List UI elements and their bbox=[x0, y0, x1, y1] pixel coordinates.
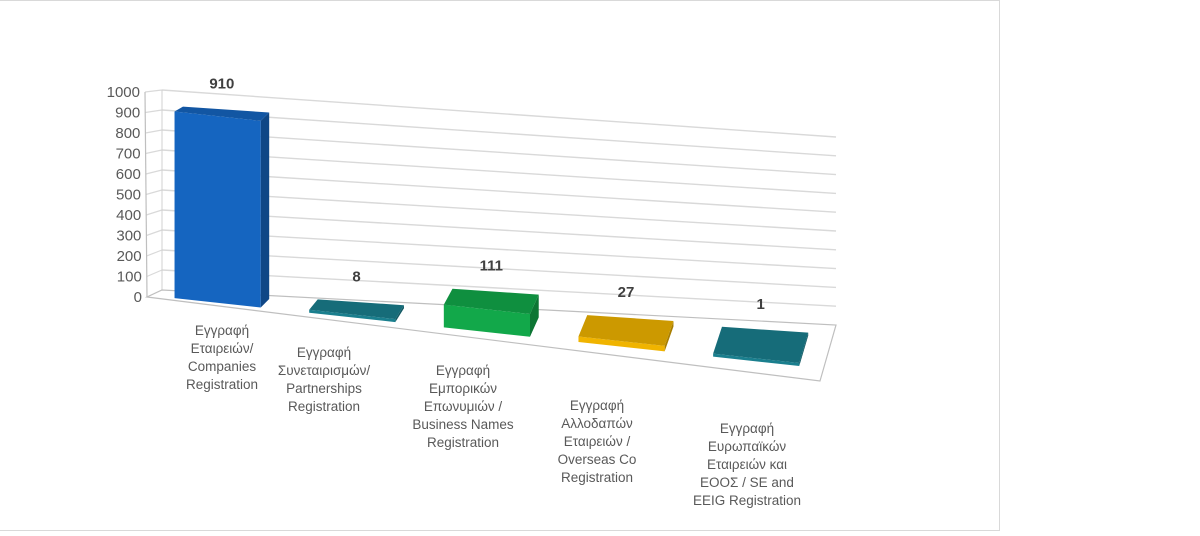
gridline-left bbox=[145, 169, 163, 175]
y-tick-label: 600 bbox=[116, 166, 141, 183]
bar-front-face bbox=[309, 309, 396, 323]
data-label: 1 bbox=[756, 296, 764, 313]
category-label: Εγγραφή Συνεταιρισμών/Partnerships Registr… bbox=[278, 345, 371, 414]
gridline-left bbox=[145, 149, 163, 155]
y-tick-label: 700 bbox=[116, 146, 141, 163]
gridline-left bbox=[146, 249, 163, 257]
data-label: 111 bbox=[480, 258, 503, 275]
y-tick-label: 500 bbox=[116, 187, 141, 204]
y-tick-label: 1000 bbox=[107, 84, 140, 101]
data-label: 910 bbox=[209, 76, 234, 93]
chart-frame bbox=[0, 0, 1000, 531]
bar-side-face bbox=[529, 294, 539, 337]
gridline-left bbox=[144, 89, 163, 93]
bar-top-face bbox=[309, 299, 404, 320]
category-label: Εγγραφή Ευρωπαϊκών Εταιρειών και ΕΟΟΣ / SE … bbox=[693, 421, 801, 508]
bar[interactable] bbox=[443, 288, 539, 337]
gridline-left bbox=[146, 209, 163, 216]
bar-side-face bbox=[664, 320, 674, 352]
data-labels: 910 8 111 27 1 bbox=[209, 76, 764, 313]
bar-front-face bbox=[174, 111, 261, 308]
y-tick-label: 300 bbox=[116, 228, 141, 245]
y-tick-label: 900 bbox=[115, 105, 140, 122]
gridline-back bbox=[161, 209, 837, 251]
gridline-back bbox=[161, 149, 837, 195]
x-axis-labels: Εγγραφή Εταιρειών/Companies Registration Εγ… bbox=[186, 323, 801, 508]
bar-top-face bbox=[174, 106, 270, 121]
y-tick-label: 0 bbox=[134, 289, 142, 306]
bar-front-face bbox=[578, 336, 665, 352]
gridline-back bbox=[161, 89, 837, 138]
y-tick-label: 100 bbox=[117, 269, 142, 286]
data-label: 8 bbox=[352, 268, 360, 285]
gridline-back bbox=[161, 229, 837, 270]
y-tick-label: 200 bbox=[117, 248, 142, 265]
y-tick-label: 400 bbox=[116, 207, 141, 224]
gridline-left bbox=[145, 189, 163, 196]
bar[interactable] bbox=[309, 299, 404, 323]
gridline-left bbox=[146, 269, 163, 278]
gridline-back bbox=[161, 189, 837, 232]
y-tick-label: 800 bbox=[115, 125, 140, 142]
y-axis-front-edge bbox=[144, 91, 148, 298]
bar-top-face bbox=[713, 326, 809, 364]
bars bbox=[174, 106, 809, 367]
bar-top-face bbox=[443, 288, 539, 315]
gridline-back bbox=[161, 129, 837, 176]
bar-front-face bbox=[713, 353, 800, 367]
bar-top-face bbox=[578, 315, 674, 346]
gridline-left bbox=[145, 129, 163, 134]
bar-front-face bbox=[443, 304, 530, 337]
category-label: Εγγραφή Εμπορικών Επωνυμιών / Business Name… bbox=[412, 363, 514, 450]
gridline-back bbox=[161, 249, 837, 289]
category-label: Εγγραφή Αλλοδαπών Εταιρειών / Overseas Co Re… bbox=[558, 398, 637, 485]
bar[interactable] bbox=[174, 106, 270, 308]
data-label: 27 bbox=[618, 284, 635, 301]
bar-side-face bbox=[260, 112, 270, 308]
bar[interactable] bbox=[578, 315, 674, 352]
bar-side-face bbox=[395, 305, 404, 323]
category-label: Εγγραφή Εταιρειών/Companies Registration bbox=[186, 323, 258, 392]
gridline-left bbox=[146, 229, 163, 237]
gridline-back bbox=[161, 109, 837, 157]
gridline-left bbox=[145, 109, 163, 114]
bar-side-face bbox=[799, 332, 809, 367]
bar[interactable] bbox=[713, 326, 809, 367]
gridline-back bbox=[161, 169, 837, 213]
gridline-back bbox=[161, 269, 837, 307]
